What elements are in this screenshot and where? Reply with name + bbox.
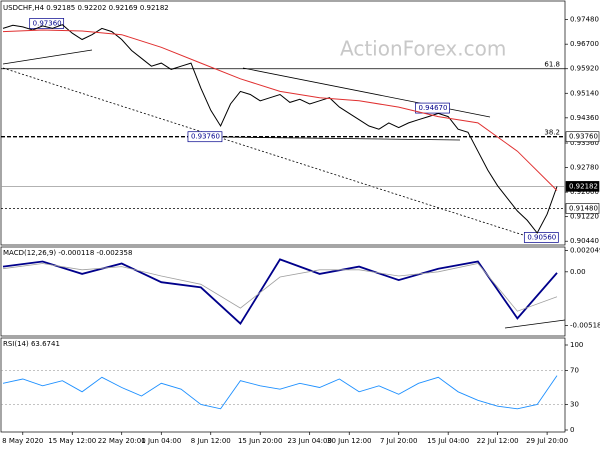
price-marker: [565, 131, 600, 143]
y-tick-label: 0.90440: [570, 237, 599, 245]
y-tick-label: 30: [570, 401, 579, 409]
x-tick-label: 7 Jul 20:00: [380, 437, 418, 445]
x-tick-label: 22 Jul 12:00: [477, 437, 519, 445]
y-tick-label: 0.92000: [570, 188, 599, 196]
chart-title: USDCHF,H4 0.92185 0.92202 0.92169 0.9218…: [3, 4, 169, 12]
y-tick-label: 0.95140: [570, 89, 599, 97]
x-tick-label: 22 May 20:00: [98, 437, 146, 445]
y-tick-label: 100: [570, 341, 583, 349]
y-tick-label: 0.96700: [570, 40, 599, 48]
rsi-frame: [0, 337, 566, 433]
macd-title: MACD(12,26,9) -0.000118 -0.002358: [3, 249, 132, 257]
y-tick-label: 0.93560: [570, 139, 599, 147]
y-tick-label: 0.95920: [570, 65, 599, 73]
y-tick-label: 0.91220: [570, 213, 599, 221]
macd-line: [2, 263, 558, 312]
macd-frame: [0, 246, 566, 337]
main-frame: [0, 0, 566, 246]
level-note: 61.8: [544, 61, 560, 69]
y-tick-label: 0.94360: [570, 114, 599, 122]
y-tick-label: 70: [570, 367, 579, 375]
level-note: 38.2: [544, 129, 560, 137]
x-tick-label: 8 Jun 12:00: [191, 437, 231, 445]
y-tick-label: 0.97480: [570, 16, 599, 24]
macd-line: [2, 258, 558, 325]
annotation-box: [415, 102, 450, 114]
x-tick-label: 15 May 12:00: [48, 437, 96, 445]
moving-average: [2, 29, 558, 191]
y-tick-label: 0.92780: [570, 164, 599, 172]
x-tick-label: 8 May 2020: [2, 437, 43, 445]
price-marker-label: 0.93760: [569, 133, 598, 141]
trend-line: [504, 319, 566, 329]
trend-line: [219, 136, 461, 141]
x-tick-label: 30 Jun 12:00: [327, 437, 371, 445]
trend-line: [2, 49, 93, 65]
y-tick-label: 0.002049: [570, 247, 600, 255]
rsi-title: RSI(14) 63.6741: [3, 340, 60, 348]
price-marker-label: 0.92182: [569, 182, 598, 190]
x-tick-label: 29 Jul 20:00: [526, 437, 568, 445]
trend-line: [2, 67, 546, 243]
price-marker: [565, 181, 600, 192]
annotation-box: [187, 131, 223, 143]
y-tick-label: 0.00: [570, 268, 586, 276]
y-tick-label: 0: [570, 426, 574, 434]
annotation-label: 0.93760: [191, 133, 220, 141]
y-tick-label: -0.005188: [570, 322, 600, 330]
annotation-label: 0.94670: [419, 104, 448, 112]
x-tick-label: 1 Jun 04:00: [141, 437, 181, 445]
annotation-label: 0.90560: [527, 233, 556, 241]
price-marker-label: 0.91480: [569, 204, 598, 212]
annotation-box: [29, 18, 65, 29]
x-tick-label: 15 Jun 20:00: [238, 437, 282, 445]
watermark: ActionForex.com: [340, 37, 506, 61]
x-tick-label: 15 Jul 04:00: [427, 437, 469, 445]
annotation-box: [523, 232, 559, 243]
x-tick-label: 23 Jun 04:00: [287, 437, 331, 445]
price-marker: [565, 203, 600, 214]
annotation-label: 0.97360: [33, 19, 62, 27]
rsi-line: [2, 375, 558, 410]
